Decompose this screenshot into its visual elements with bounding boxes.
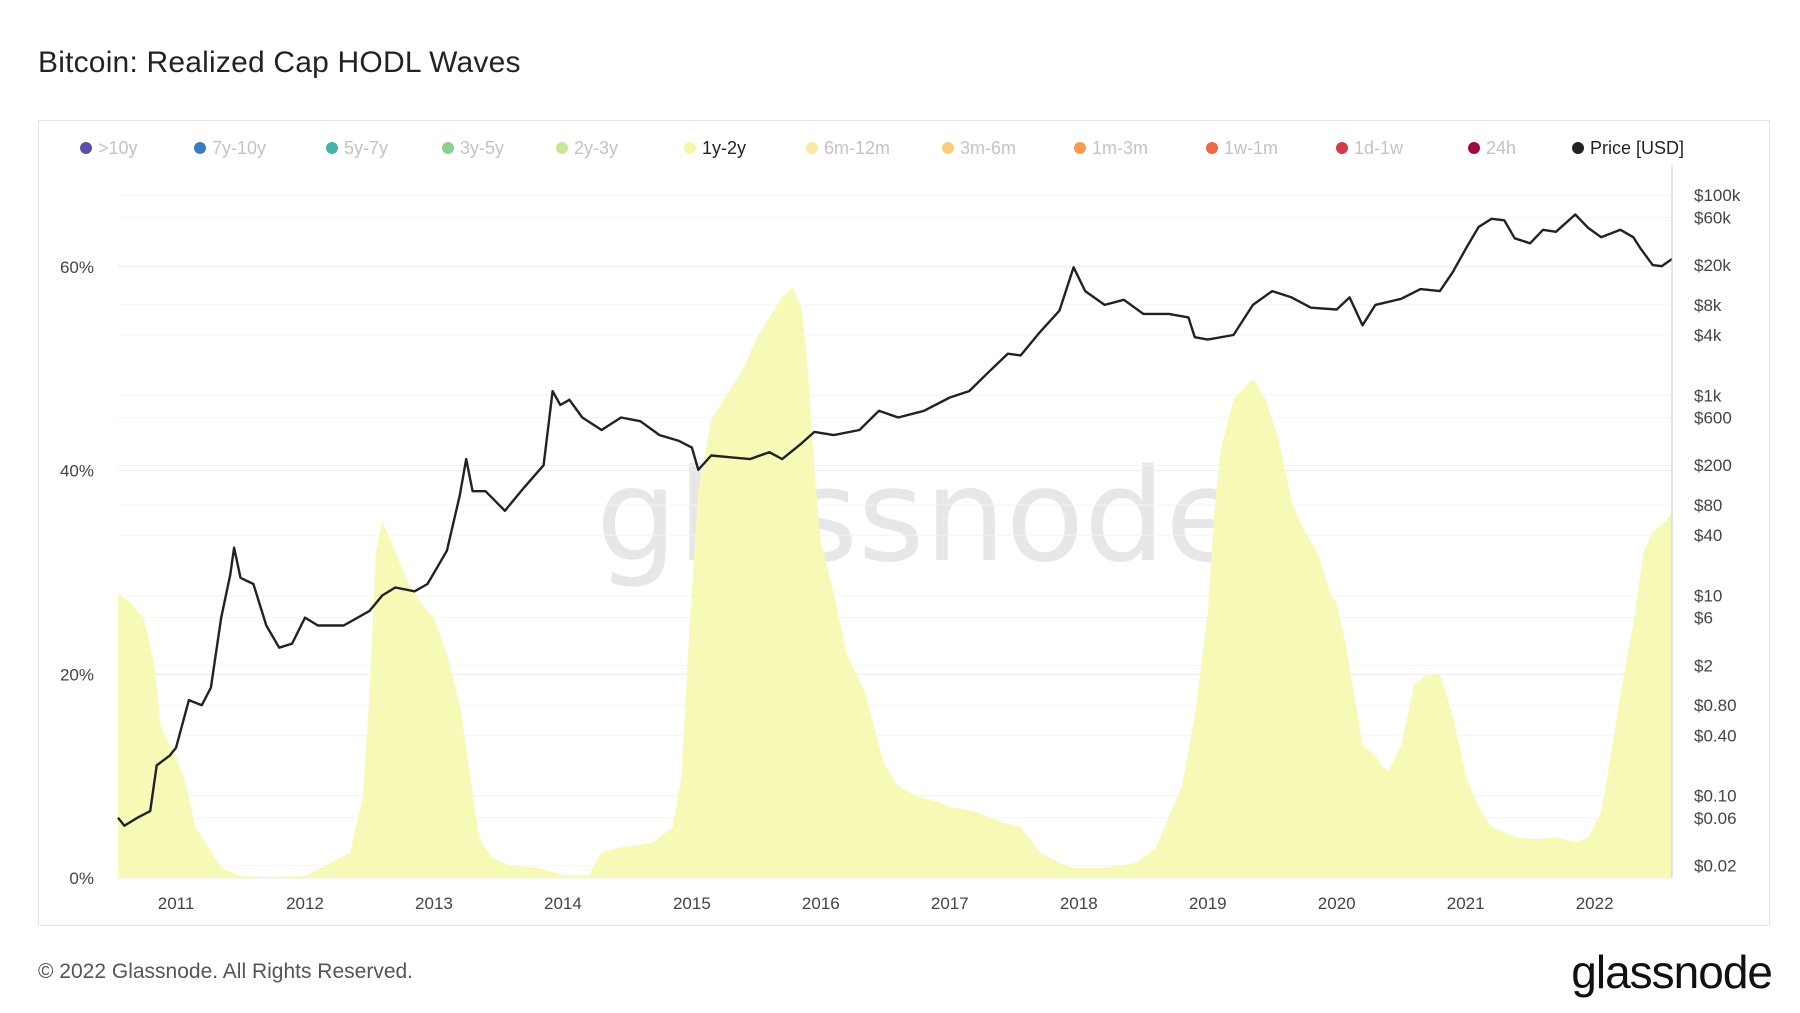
legend-label: 7y-10y bbox=[212, 137, 267, 158]
legend-label: 1d-1w bbox=[1354, 137, 1404, 158]
legend-label: 1y-2y bbox=[702, 137, 747, 158]
legend-label: 2y-3y bbox=[574, 137, 619, 158]
y-right-tick-label: $1k bbox=[1694, 386, 1722, 405]
chart-panel bbox=[38, 120, 1770, 926]
legend-label: >10y bbox=[98, 137, 138, 158]
dot-icon bbox=[1206, 142, 1218, 154]
x-tick-label: 2021 bbox=[1447, 894, 1485, 913]
legend-item-1m-3m[interactable]: 1m-3m bbox=[1074, 136, 1148, 160]
y-right-tick-label: $100k bbox=[1694, 186, 1741, 205]
price-line bbox=[117, 213, 1673, 827]
x-tick-label: 2015 bbox=[673, 894, 711, 913]
dot-icon bbox=[194, 142, 206, 154]
dot-icon bbox=[326, 142, 338, 154]
legend-item-1w-1m[interactable]: 1w-1m bbox=[1206, 136, 1278, 160]
dot-icon bbox=[556, 142, 568, 154]
y-right-tick-label: $60k bbox=[1694, 208, 1731, 227]
x-tick-label: 2018 bbox=[1060, 894, 1098, 913]
y-right-tick-label: $20k bbox=[1694, 256, 1731, 275]
y-right-tick-label: $2 bbox=[1694, 656, 1713, 675]
y-left-tick-label: 60% bbox=[60, 258, 94, 277]
y-right-tick-label: $200 bbox=[1694, 456, 1732, 475]
legend-item-3m-6m[interactable]: 3m-6m bbox=[942, 136, 1016, 160]
copyright-footer: © 2022 Glassnode. All Rights Reserved. bbox=[38, 960, 414, 983]
legend-item-24h[interactable]: 24h bbox=[1468, 136, 1516, 160]
x-tick-label: 2019 bbox=[1189, 894, 1227, 913]
hodl-wave-1y-2y-area bbox=[118, 287, 1672, 878]
y-right-tick-label: $0.40 bbox=[1694, 726, 1737, 745]
x-tick-label: 2022 bbox=[1576, 894, 1614, 913]
legend-item-2y-3y[interactable]: 2y-3y bbox=[556, 136, 618, 160]
legend-item-7y-10y[interactable]: 7y-10y bbox=[194, 136, 266, 160]
legend-item-10y[interactable]: >10y bbox=[80, 136, 138, 160]
y-right-tick-label: $600 bbox=[1694, 408, 1732, 427]
y-left-tick-label: 20% bbox=[60, 665, 94, 684]
y-right-tick-label: $0.02 bbox=[1694, 856, 1737, 875]
legend-label: 3m-6m bbox=[960, 137, 1017, 158]
legend-item-price-usd[interactable]: Price [USD] bbox=[1572, 136, 1684, 160]
legend-item-1y-2y[interactable]: 1y-2y bbox=[684, 136, 746, 160]
dot-icon bbox=[442, 142, 454, 154]
legend-label: 1m-3m bbox=[1092, 137, 1149, 158]
chart-title: Bitcoin: Realized Cap HODL Waves bbox=[38, 46, 521, 79]
legend: >10y 7y-10y 5y-7y 3y-5y 2y-3y 1y-2y 6m-12m 3m-6… bbox=[44, 136, 1694, 160]
y-left-tick-label: 40% bbox=[60, 462, 94, 481]
y-left-tick-label: 0% bbox=[69, 869, 94, 888]
y-right-tick-label: $0.80 bbox=[1694, 696, 1737, 715]
y-right-tick-label: $8k bbox=[1694, 296, 1722, 315]
y-right-tick-label: $40 bbox=[1694, 526, 1722, 545]
dot-icon bbox=[942, 142, 954, 154]
legend-item-5y-7y[interactable]: 5y-7y bbox=[326, 136, 388, 160]
x-tick-label: 2013 bbox=[415, 894, 453, 913]
dot-icon bbox=[1468, 142, 1480, 154]
x-tick-label: 2020 bbox=[1318, 894, 1356, 913]
dot-icon bbox=[1336, 142, 1348, 154]
legend-label: 1w-1m bbox=[1224, 137, 1279, 158]
legend-label: 6m-12m bbox=[824, 137, 891, 158]
brand-logo[interactable]: glassnode bbox=[1571, 946, 1773, 998]
y-right-tick-label: $0.06 bbox=[1694, 809, 1737, 828]
legend-label: 5y-7y bbox=[344, 137, 389, 158]
legend-item-1d-1w[interactable]: 1d-1w bbox=[1336, 136, 1403, 160]
x-tick-label: 2016 bbox=[802, 894, 840, 913]
legend-item-3y-5y[interactable]: 3y-5y bbox=[442, 136, 504, 160]
dot-icon bbox=[684, 142, 696, 154]
x-tick-label: 2012 bbox=[286, 894, 324, 913]
y-right-tick-label: $0.10 bbox=[1694, 787, 1737, 806]
y-right-tick-label: $6 bbox=[1694, 609, 1713, 628]
watermark: glassnode bbox=[596, 442, 1244, 591]
legend-label: 24h bbox=[1486, 137, 1517, 158]
x-tick-label: 2017 bbox=[931, 894, 969, 913]
dot-icon bbox=[1074, 142, 1086, 154]
x-tick-label: 2011 bbox=[158, 894, 195, 913]
dot-icon bbox=[806, 142, 818, 154]
dot-icon bbox=[1572, 142, 1584, 154]
y-right-tick-label: $4k bbox=[1694, 326, 1722, 345]
legend-label: 3y-5y bbox=[460, 137, 505, 158]
x-tick-label: 2014 bbox=[544, 894, 582, 913]
legend-label: Price [USD] bbox=[1590, 137, 1685, 158]
y-right-tick-label: $80 bbox=[1694, 496, 1722, 515]
y-right-tick-label: $10 bbox=[1694, 586, 1722, 605]
legend-item-6m-12m[interactable]: 6m-12m bbox=[806, 136, 890, 160]
dot-icon bbox=[80, 142, 92, 154]
